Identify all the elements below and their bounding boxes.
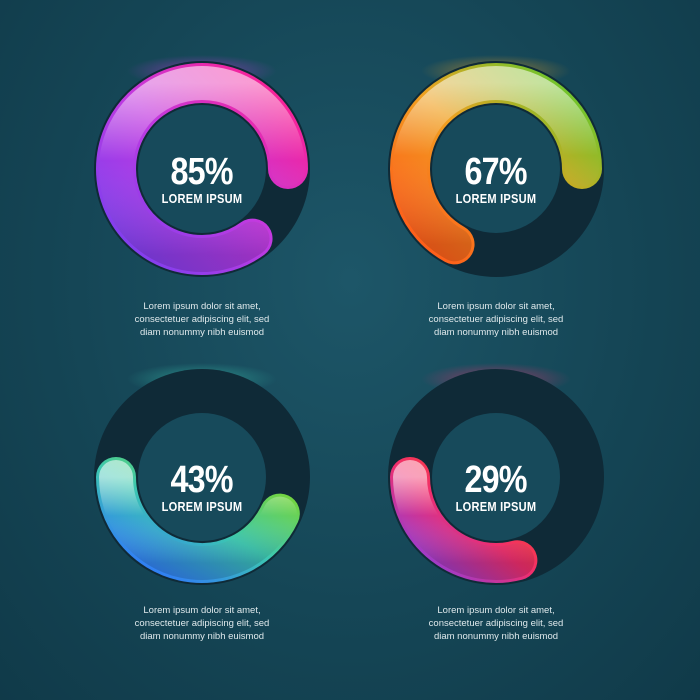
donut-gauge: [94, 363, 310, 585]
donut-description: Lorem ipsum dolor sit amet, consectetuer…: [52, 300, 352, 339]
description-line: Lorem ipsum dolor sit amet,: [437, 301, 555, 312]
donut-card-3: 43% LOREM IPSUM Lorem ipsum dolor sit am…: [52, 350, 352, 690]
gauge-arc-highlight: [99, 66, 305, 272]
donut-gauge: [388, 55, 604, 277]
gauge-arc-highlight: [99, 460, 297, 580]
donut-description: Lorem ipsum dolor sit amet, consectetuer…: [52, 604, 352, 643]
donut-description: Lorem ipsum dolor sit amet, consectetuer…: [346, 604, 646, 643]
description-line: Lorem ipsum dolor sit amet,: [437, 605, 555, 616]
donut-description: Lorem ipsum dolor sit amet, consectetuer…: [346, 300, 646, 339]
donut-category-label: LOREM IPSUM: [161, 191, 243, 206]
gauge-center: [138, 105, 266, 233]
donut-center-label: 43% LOREM IPSUM: [102, 460, 302, 514]
donut-category-label: LOREM IPSUM: [455, 499, 537, 514]
donut-card-4: 29% LOREM IPSUM Lorem ipsum dolor sit am…: [346, 350, 646, 690]
donut-value-label: 29%: [464, 459, 528, 501]
donut-gauge: [94, 55, 310, 277]
description-line: consectetuer adipiscing elit, sed: [428, 314, 564, 325]
description-line: Lorem ipsum dolor sit amet,: [143, 301, 261, 312]
donut-card-1: 85% LOREM IPSUM Lorem ipsum dolor sit am…: [52, 42, 352, 382]
donut-category-label: LOREM IPSUM: [161, 499, 243, 514]
donut-value-label: 85%: [170, 151, 234, 193]
description-line: consectetuer adipiscing elit, sed: [134, 314, 270, 325]
gauge-center: [138, 413, 266, 541]
description-line: diam nonummy nibh euismod: [139, 327, 265, 338]
donut-value-label: 43%: [170, 459, 234, 501]
description-line: consectetuer adipiscing elit, sed: [428, 618, 564, 629]
description-line: diam nonummy nibh euismod: [433, 631, 559, 642]
description-line: Lorem ipsum dolor sit amet,: [143, 605, 261, 616]
description-line: diam nonummy nibh euismod: [433, 327, 559, 338]
donut-card-2: 67% LOREM IPSUM Lorem ipsum dolor sit am…: [346, 42, 646, 382]
description-line: consectetuer adipiscing elit, sed: [134, 618, 270, 629]
donut-center-label: 67% LOREM IPSUM: [396, 152, 596, 206]
donut-category-label: LOREM IPSUM: [455, 191, 537, 206]
donut-value-label: 67%: [464, 151, 528, 193]
gauge-center: [432, 105, 560, 233]
gauge-arc-highlight: [393, 66, 599, 262]
description-line: diam nonummy nibh euismod: [139, 631, 265, 642]
donut-center-label: 29% LOREM IPSUM: [396, 460, 596, 514]
gauge-center: [432, 413, 560, 541]
donut-gauge: [388, 363, 604, 585]
gauge-arc-highlight: [393, 460, 535, 580]
donut-center-label: 85% LOREM IPSUM: [102, 152, 302, 206]
